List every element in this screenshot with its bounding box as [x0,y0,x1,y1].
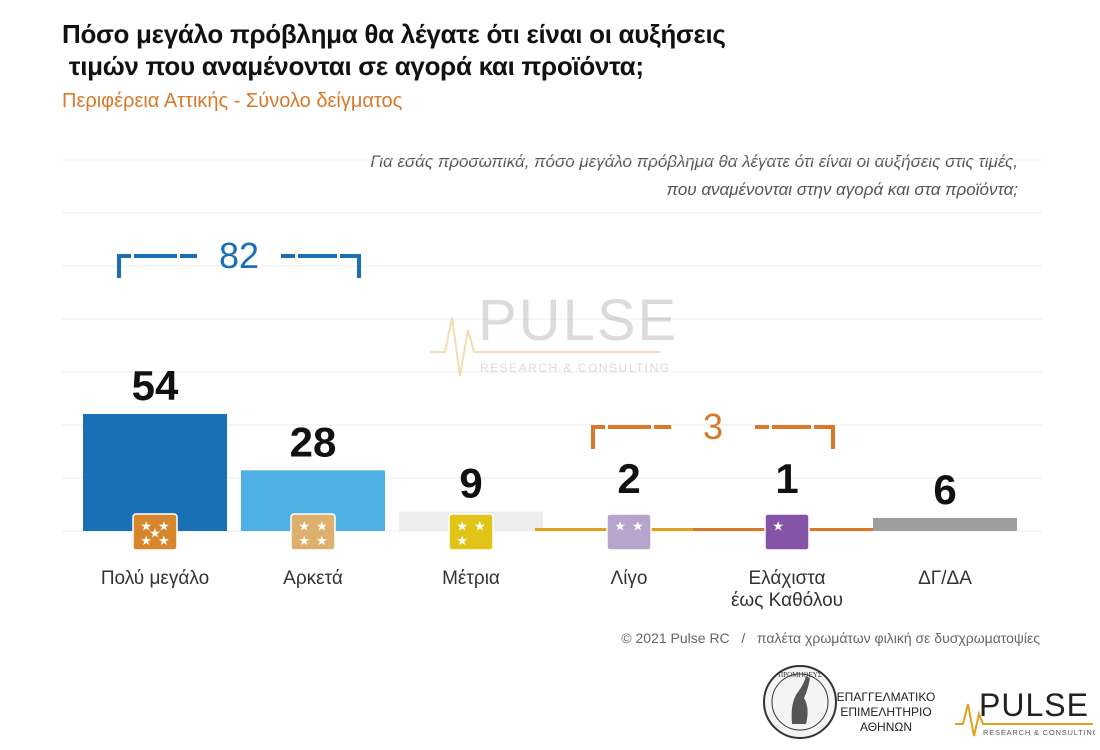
bar [873,518,1017,531]
question-line: Για εσάς προσωπικά, πόσο μεγάλο πρόβλημα… [370,152,1018,171]
title-line: τιμών που αναμένονται σε αγορά και προϊό… [62,51,644,81]
bar-chart: PULSE RESEARCH & CONSULTING 54★ ★★ ★★Πολύ … [62,159,1042,611]
value-label: 2 [617,455,640,502]
chamber-line: ΕΠΙΜΕΛΗΤΗΡΙΟ [840,705,932,719]
group-bracket [281,254,361,278]
rating-icon [606,513,652,551]
rating-icon [448,513,494,551]
pulse-logo-name: PULSE [979,687,1089,723]
category-label: έως Καθόλου [731,590,843,611]
group-bracket [755,425,835,449]
star-icon: ★ [158,520,170,535]
star-icon: ★ [474,520,486,535]
question-line: που αναμένονται στην αγορά και στα προϊό… [666,180,1018,199]
star-icon: ★ [456,534,468,549]
star-icon: ★ [158,534,170,549]
value-label: 28 [290,418,337,465]
star-icon: ★ [316,534,328,549]
bracket-gap [177,253,180,259]
title-line: Πόσο μεγάλο πρόβλημα θα λέγατε ότι είναι… [62,19,726,49]
star-icon: ★ [140,534,152,549]
chamber-line: ΕΠΑΓΓΕΛΜΑΤΙΚΟ [836,690,936,704]
star-icon: ★ [456,520,468,535]
category-label: Αρκετά [283,568,343,589]
bar [83,414,227,531]
bracket-gap [295,253,298,259]
bracket-gap [131,253,134,259]
pulse-logo: PULSE RESEARCH & CONSULTING [955,687,1095,737]
bracket-gap [811,424,814,430]
watermark-tagline: RESEARCH & CONSULTING [480,361,671,375]
pulse-wave-icon [955,703,1093,737]
chamber-logo: ΠΡΟΜΗΘΕΥΣ [763,665,837,739]
star-icon: ★ [298,534,310,549]
watermark: PULSE RESEARCH & CONSULTING [430,288,678,377]
star-icon: ★ [614,520,626,535]
question-text: Για εσάς προσωπικά, πόσο μεγάλο πρόβλημα… [198,148,1018,204]
pulse-wave-icon [430,317,660,377]
category-label: Ελάχιστα [748,568,825,589]
star-icon: ★ [772,520,784,535]
bracket-gap [769,424,772,430]
seal-text: ΠΡΟΜΗΘΕΥΣ [778,671,822,679]
rating-icon [764,513,810,551]
group-total-label: 3 [703,406,723,447]
subtitle: Περιφέρεια Αττικής - Σύνολο δείγματος [62,90,403,112]
value-label: 9 [459,460,482,507]
group-brackets: 82 3 [117,235,835,449]
category-label: Μέτρια [442,568,500,589]
group-bracket [591,425,671,449]
value-label: 1 [775,455,798,502]
star-icon: ★ [140,520,152,535]
value-label: 6 [933,466,956,513]
bracket-gap [337,253,340,259]
rating-icon [132,513,178,551]
star-icon: ★ [316,520,328,535]
rating-icon [290,513,336,551]
value-label: 54 [132,362,179,409]
star-icon: ★ [632,520,644,535]
page-title: Πόσο μεγάλο πρόβλημα θα λέγατε ότι είναι… [62,18,822,82]
bracket-gap [651,424,654,430]
chamber-line: ΑΘΗΝΩΝ [859,720,913,734]
watermark-name: PULSE [478,288,678,353]
star-icon: ★ [149,527,161,542]
chamber-name: ΕΠΑΓΓΕΛΜΑΤΙΚΟ ΕΠΙΜΕΛΗΤΗΡΙΟ ΑΘΗΝΩΝ [832,690,940,735]
copyright-note: © 2021 Pulse RC / παλέτα χρωμάτων φιλική… [621,630,1040,646]
group-total-label: 82 [219,235,259,276]
category-label: ΔΓ/ΔΑ [918,568,972,589]
star-icon: ★ [298,520,310,535]
bracket-gap [605,424,608,430]
group-bracket [117,254,197,278]
pulse-logo-tagline: RESEARCH & CONSULTING [983,728,1095,737]
category-label: Λίγο [611,568,648,589]
category-label: Πολύ μεγάλο [101,568,209,589]
